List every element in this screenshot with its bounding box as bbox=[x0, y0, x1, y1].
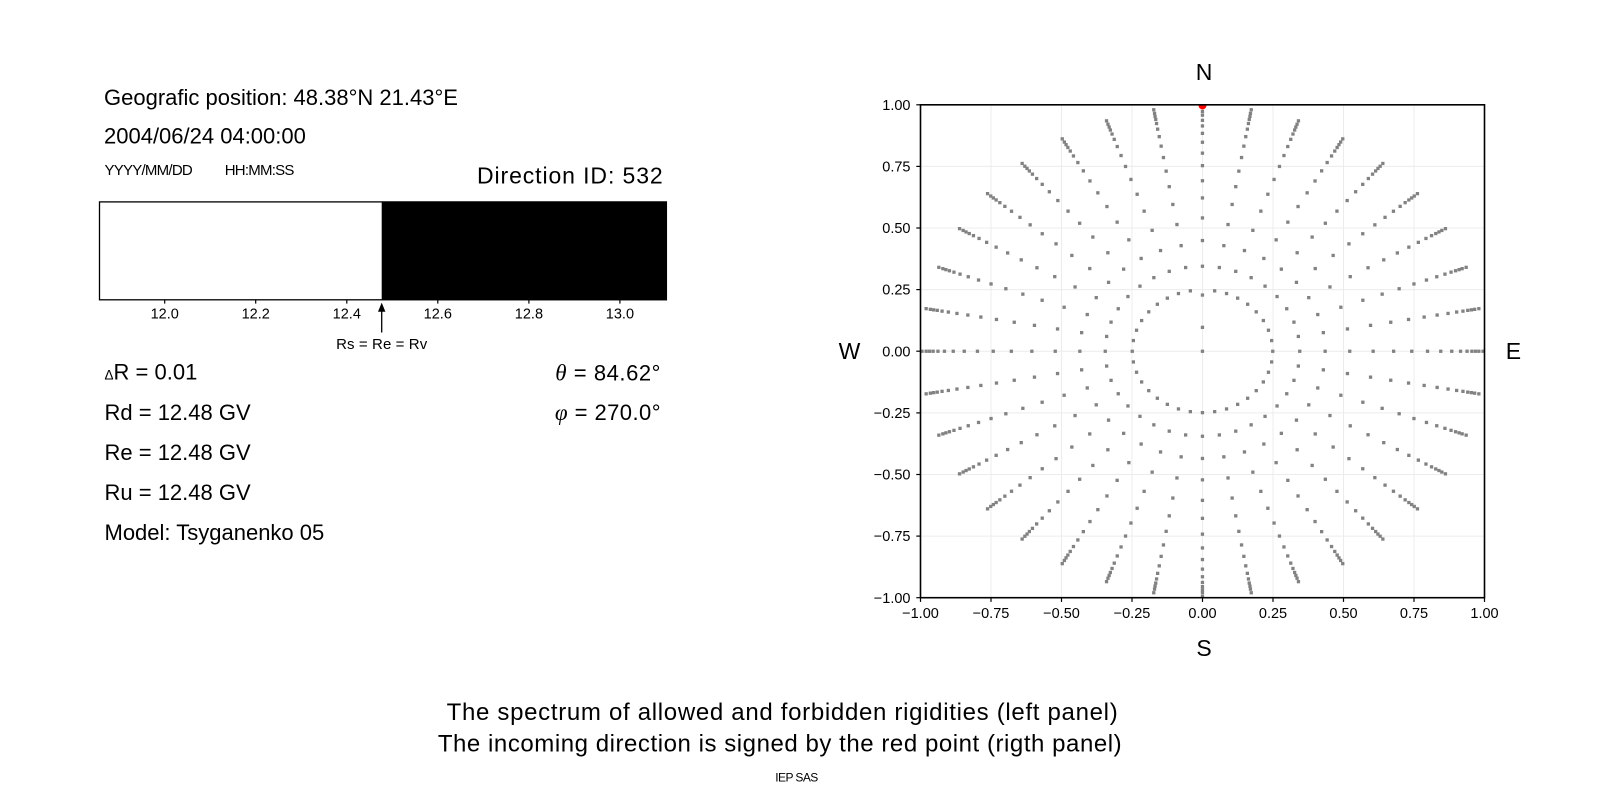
svg-text:1.00: 1.00 bbox=[882, 98, 910, 114]
svg-text:θ = 84.62°: θ = 84.62° bbox=[555, 361, 661, 386]
svg-text:YYYY/MM/DD: YYYY/MM/DD bbox=[105, 162, 193, 179]
svg-text:Direction ID: 532: Direction ID: 532 bbox=[477, 163, 664, 189]
svg-text:0.50: 0.50 bbox=[882, 221, 910, 237]
svg-text:0.00: 0.00 bbox=[1188, 606, 1216, 622]
svg-text:0.00: 0.00 bbox=[882, 344, 910, 360]
svg-text:1.00: 1.00 bbox=[1470, 606, 1498, 622]
svg-text:−0.50: −0.50 bbox=[1043, 606, 1080, 622]
svg-text:12.8: 12.8 bbox=[515, 307, 543, 323]
svg-text:N: N bbox=[1196, 59, 1213, 85]
svg-text:The spectrum of allowed and fo: The spectrum of allowed and forbidden ri… bbox=[447, 699, 1119, 726]
svg-text:12.2: 12.2 bbox=[242, 307, 270, 323]
svg-text:0.25: 0.25 bbox=[1259, 606, 1287, 622]
svg-text:E: E bbox=[1506, 338, 1521, 364]
svg-text:−0.50: −0.50 bbox=[874, 468, 911, 484]
svg-text:−1.00: −1.00 bbox=[874, 591, 911, 607]
svg-text:2004/06/24 04:00:00: 2004/06/24 04:00:00 bbox=[104, 124, 306, 149]
svg-text:HH:MM:SS: HH:MM:SS bbox=[225, 162, 295, 179]
svg-text:−0.25: −0.25 bbox=[1114, 606, 1151, 622]
svg-text:The incoming direction is sign: The incoming direction is signed by the … bbox=[438, 731, 1122, 758]
svg-text:S: S bbox=[1196, 635, 1211, 661]
svg-text:Geografic position: 48.38°N 21: Geografic position: 48.38°N 21.43°E bbox=[104, 85, 458, 110]
svg-text:Ru = 12.48 GV: Ru = 12.48 GV bbox=[105, 480, 251, 505]
svg-text:0.50: 0.50 bbox=[1329, 606, 1357, 622]
svg-text:−0.75: −0.75 bbox=[973, 606, 1010, 622]
svg-text:0.75: 0.75 bbox=[882, 160, 910, 176]
svg-text:W: W bbox=[839, 338, 861, 364]
svg-text:0.25: 0.25 bbox=[882, 283, 910, 299]
svg-text:12.4: 12.4 bbox=[333, 307, 361, 323]
svg-text:12.0: 12.0 bbox=[151, 307, 179, 323]
svg-text:−0.75: −0.75 bbox=[874, 529, 911, 545]
svg-text:IEP SAS: IEP SAS bbox=[775, 771, 818, 785]
svg-text:12.6: 12.6 bbox=[424, 307, 452, 323]
svg-text:Rs = Re = Rv: Rs = Re = Rv bbox=[336, 336, 428, 353]
svg-text:−1.00: −1.00 bbox=[902, 606, 939, 622]
svg-text:φ = 270.0°: φ = 270.0° bbox=[555, 400, 661, 425]
svg-text:−0.25: −0.25 bbox=[874, 406, 911, 422]
svg-text:ΔR = 0.01: ΔR = 0.01 bbox=[105, 360, 198, 385]
svg-text:0.75: 0.75 bbox=[1400, 606, 1428, 622]
svg-text:Model: Tsyganenko 05: Model: Tsyganenko 05 bbox=[105, 520, 325, 545]
svg-text:13.0: 13.0 bbox=[606, 307, 634, 323]
svg-text:Re = 12.48 GV: Re = 12.48 GV bbox=[105, 440, 251, 465]
svg-text:Rd = 12.48 GV: Rd = 12.48 GV bbox=[105, 400, 251, 425]
